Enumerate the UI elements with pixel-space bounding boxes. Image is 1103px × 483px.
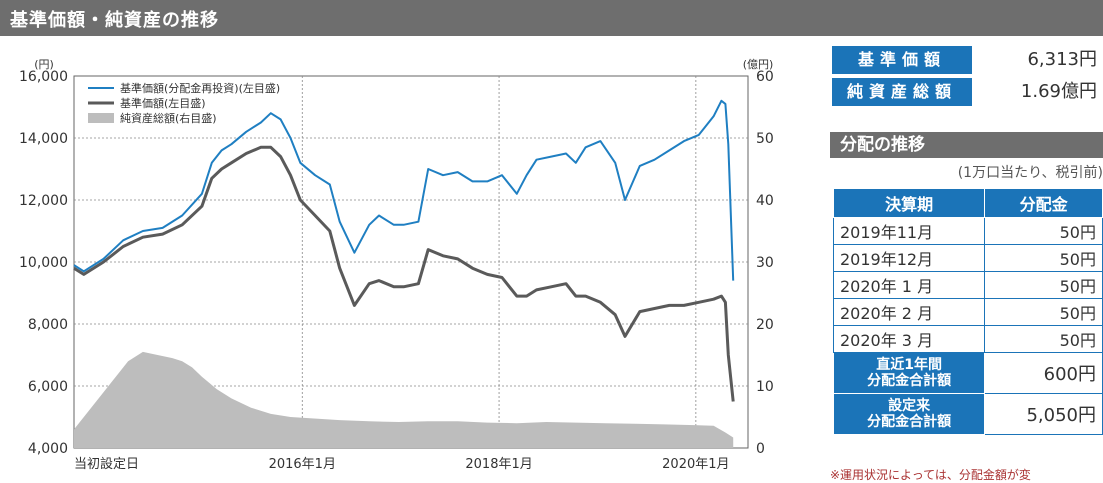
period-cell: 2020年 3 月 <box>832 325 986 353</box>
legend-label-nav: 基準価額(左目盛) <box>120 96 206 110</box>
summary-nav-value: 6,313円 <box>1027 49 1097 70</box>
right-tick-label: 0 <box>756 441 765 457</box>
section-header: 基準価額・純資産の推移 <box>0 0 1103 36</box>
x-tick-label: 2020年1月 <box>662 457 729 472</box>
table-row: 2020年 3 月 50円 <box>832 325 1103 353</box>
amount-cell: 50円 <box>984 244 1103 272</box>
period-cell: 2019年11月 <box>832 217 986 245</box>
amount-cell: 50円 <box>984 217 1103 245</box>
amount-cell: 50円 <box>984 271 1103 299</box>
left-tick-label: 6,000 <box>28 379 68 395</box>
x-tick-label: 当初設定日 <box>74 456 139 472</box>
summary-assets: 純資産総額 1.69億円 <box>818 78 1103 108</box>
left-tick-label: 16,000 <box>19 69 68 85</box>
amount-cell: 50円 <box>984 325 1103 353</box>
left-tick-label: 4,000 <box>28 441 68 457</box>
left-tick-label: 8,000 <box>28 317 68 333</box>
total-row-since-inception: 設定来 分配金合計額 5,050円 <box>832 393 1103 435</box>
total-row-recent: 直近1年間 分配金合計額 600円 <box>832 352 1103 394</box>
section-title: 基準価額・純資産の推移 <box>10 10 219 31</box>
right-tick-label: 40 <box>756 193 774 209</box>
summary-nav: 基準価額 6,313円 <box>818 46 1103 76</box>
table-row: 2019年12月 50円 <box>832 244 1103 272</box>
period-cell: 2019年12月 <box>832 244 986 272</box>
right-tick-label: 20 <box>756 317 774 333</box>
total-label-since-line2: 分配金合計額 <box>867 414 952 430</box>
summary-nav-label: 基準価額 <box>832 46 972 74</box>
total-label-recent: 直近1年間 分配金合計額 <box>832 352 986 394</box>
summary-assets-label: 純資産総額 <box>832 78 972 106</box>
nav-chart: 16,000 60 14,000 50 12,000 40 10,000 30 8,000 20 6… <box>19 58 774 472</box>
column-header-amount: 分配金 <box>984 188 1103 218</box>
table-row: 2020年 1 月 50円 <box>832 271 1103 299</box>
right-tick-label: 50 <box>756 131 774 147</box>
series-area-net-assets <box>74 351 734 448</box>
left-tick-label: 12,000 <box>19 193 68 209</box>
legend-label-reinvested: 基準価額(分配金再投資)(左目盛) <box>120 81 280 95</box>
summary-assets-value: 1.69億円 <box>1020 81 1097 102</box>
total-label-recent-line2: 分配金合計額 <box>867 373 952 389</box>
right-tick-label: 10 <box>756 379 774 395</box>
total-label-since-line1: 設定来 <box>888 398 931 414</box>
right-tick-label: 30 <box>756 255 774 271</box>
total-label-since-inception: 設定来 分配金合計額 <box>832 393 986 435</box>
legend-swatch-net-assets <box>88 113 114 123</box>
total-label-recent-line1: 直近1年間 <box>876 357 943 373</box>
left-tick-label: 14,000 <box>19 131 68 147</box>
x-tick-label: 2016年1月 <box>269 457 336 472</box>
distribution-note: (1万口当たり、税引前) <box>957 165 1103 181</box>
left-axis-unit: (円) <box>34 58 54 71</box>
footnote: ※運用状況によっては、分配金額が変 <box>830 468 1031 482</box>
period-cell: 2020年 1 月 <box>832 271 986 299</box>
x-tick-label: 2018年1月 <box>465 457 532 472</box>
period-cell: 2020年 2 月 <box>832 298 986 326</box>
right-tick-label: 60 <box>756 69 774 85</box>
distribution-table: 決算期 分配金 2019年11月 50円 2019年12月 50円 2020年 … <box>832 188 1103 435</box>
series-line-reinvested <box>73 99 735 281</box>
table-row: 2019年11月 50円 <box>832 217 1103 245</box>
column-header-period: 決算期 <box>832 188 986 218</box>
total-amount-since-inception: 5,050円 <box>984 393 1103 435</box>
series-line-nav <box>73 145 735 402</box>
distribution-header-row: 決算期 分配金 <box>832 188 1103 218</box>
table-row: 2020年 2 月 50円 <box>832 298 1103 326</box>
total-amount-recent: 600円 <box>984 352 1103 394</box>
distribution-title: 分配の推移 <box>830 132 1103 158</box>
amount-cell: 50円 <box>984 298 1103 326</box>
left-tick-label: 10,000 <box>19 255 68 271</box>
legend-label-net-assets: 純資産総額(右目盛) <box>120 111 217 125</box>
right-axis-unit: (億円) <box>743 58 774 71</box>
